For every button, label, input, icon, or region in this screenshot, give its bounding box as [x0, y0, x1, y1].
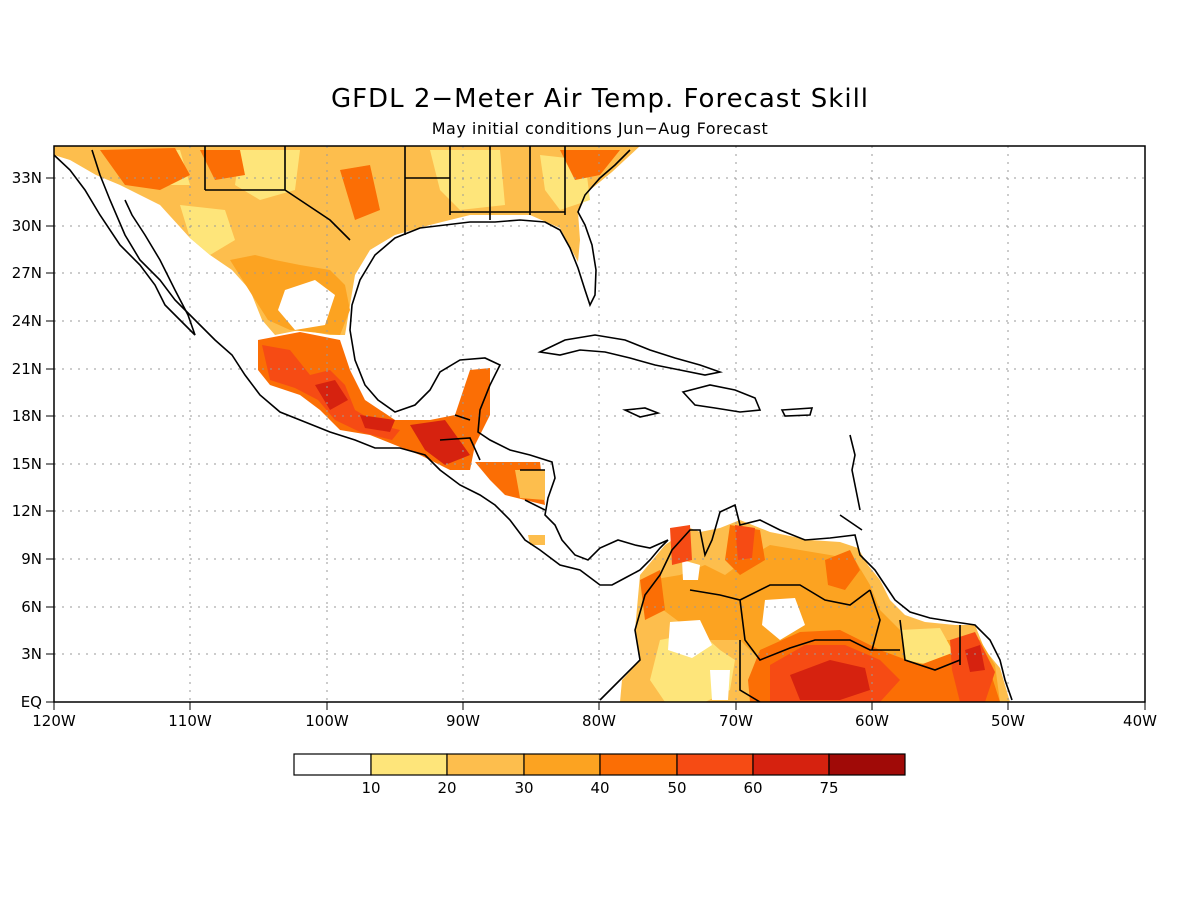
skill-region-sa-deepred — [790, 645, 985, 700]
borders-na — [204, 146, 566, 511]
colorbar-label: 30 — [514, 779, 533, 797]
lat-label: EQ — [21, 693, 42, 711]
lon-label: 90W — [446, 712, 480, 730]
colorbar-label: 40 — [590, 779, 609, 797]
lat-labels: 33N 30N 27N 24N 21N 18N 15N 12N 9N 6N 3N… — [12, 169, 42, 711]
lat-label: 6N — [21, 598, 42, 616]
skill-region-mexico-hole — [278, 280, 335, 330]
map-title: GFDL 2−Meter Air Temp. Forecast Skill — [330, 84, 870, 114]
lon-labels: 120W 110W 100W 90W 80W 70W 60W 50W 40W — [32, 712, 1157, 730]
skill-region-sw-mexico-darkred — [315, 380, 470, 465]
axis-ticks — [46, 177, 1146, 710]
skill-region-honduras-light — [515, 470, 545, 545]
coast-gulf — [349, 149, 669, 561]
lon-label: 100W — [305, 712, 349, 730]
colorbar-swatch — [599, 753, 678, 776]
lat-label: 27N — [12, 264, 42, 282]
coast-north-america — [91, 149, 669, 586]
colorbar-swatch — [370, 753, 448, 776]
colorbar-label: 75 — [819, 779, 838, 797]
colorbar-swatch — [676, 753, 754, 776]
colorbar-label: 10 — [361, 779, 380, 797]
coast-cuba — [537, 334, 724, 376]
colorbar-swatch — [523, 753, 601, 776]
lon-label: 70W — [719, 712, 753, 730]
colorbar-swatch — [752, 753, 830, 776]
skill-field — [54, 146, 1010, 702]
skill-region-north-dark — [100, 148, 620, 220]
coast-lesser-antilles — [839, 434, 863, 531]
borders-sa — [689, 584, 961, 702]
lon-label: 110W — [168, 712, 212, 730]
colorbar-label: 50 — [667, 779, 686, 797]
coast-south-america — [599, 503, 1013, 701]
skill-region-sa-white1 — [668, 560, 805, 700]
lat-label: 24N — [12, 312, 42, 330]
lat-label: 30N — [12, 217, 42, 235]
lat-label: 21N — [12, 360, 42, 378]
colorbar-label: 20 — [437, 779, 456, 797]
coast-baja — [54, 154, 196, 336]
lon-label: 40W — [1123, 712, 1157, 730]
lat-label: 33N — [12, 169, 42, 187]
lat-label: 12N — [12, 502, 42, 520]
colorbar-swatch — [446, 753, 525, 776]
lat-label: 15N — [12, 455, 42, 473]
colorbar-label: 60 — [743, 779, 762, 797]
colorbar-swatch — [828, 753, 906, 776]
colorbar-swatch — [293, 753, 372, 776]
coast-jamaica — [622, 407, 661, 418]
coast-hispaniola — [681, 384, 762, 413]
colorbar: 10 20 30 40 50 60 75 — [293, 753, 906, 797]
lon-label: 80W — [582, 712, 616, 730]
coast-puerto-rico — [780, 407, 814, 417]
lat-label: 9N — [21, 550, 42, 568]
lat-label: 3N — [21, 645, 42, 663]
lon-label: 60W — [855, 712, 889, 730]
lat-label: 18N — [12, 407, 42, 425]
map-subtitle: May initial conditions Jun−Aug Forecast — [431, 119, 769, 138]
lon-label: 50W — [991, 712, 1025, 730]
coastlines — [54, 146, 1013, 702]
lon-label: 120W — [32, 712, 76, 730]
